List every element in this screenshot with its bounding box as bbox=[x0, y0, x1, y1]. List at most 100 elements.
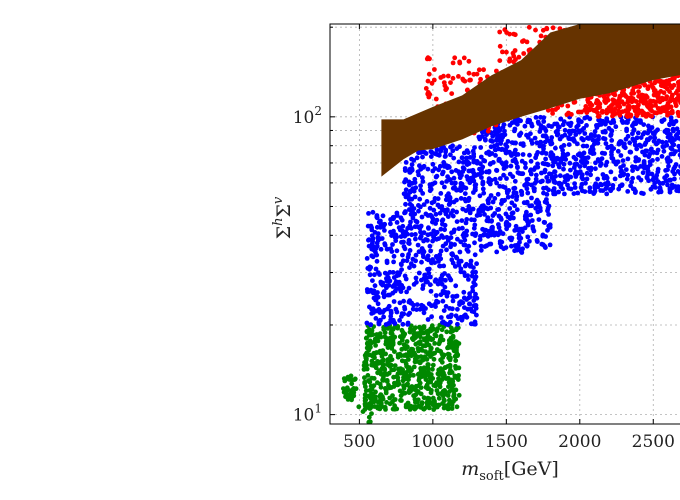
scatter-point bbox=[501, 162, 506, 167]
scatter-point bbox=[453, 283, 458, 288]
scatter-point bbox=[557, 165, 562, 170]
scatter-point bbox=[408, 202, 413, 207]
scatter-point bbox=[412, 352, 417, 357]
scatter-point bbox=[418, 183, 423, 188]
scatter-point bbox=[668, 188, 673, 193]
scatter-point bbox=[629, 113, 634, 118]
scatter-point bbox=[655, 151, 660, 156]
scatter-point bbox=[581, 177, 586, 182]
scatter-point bbox=[512, 203, 517, 208]
scatter-point bbox=[363, 355, 368, 360]
scatter-point bbox=[434, 293, 439, 298]
scatter-point bbox=[461, 233, 466, 238]
scatter-point bbox=[472, 240, 477, 245]
scatter-point bbox=[593, 108, 598, 113]
scatter-point bbox=[579, 185, 584, 190]
scatter-point bbox=[651, 177, 656, 182]
scatter-point bbox=[603, 96, 608, 101]
scatter-point bbox=[378, 310, 383, 315]
scatter-point bbox=[472, 303, 477, 308]
scatter-point bbox=[388, 364, 393, 369]
scatter-point bbox=[582, 116, 587, 121]
scatter-point bbox=[526, 177, 531, 182]
scatter-point bbox=[541, 146, 546, 151]
scatter-point bbox=[636, 131, 641, 136]
scatter-point bbox=[466, 249, 471, 254]
scatter-point bbox=[406, 377, 411, 382]
scatter-point bbox=[384, 400, 389, 405]
scatter-point bbox=[368, 322, 373, 327]
scatter-point bbox=[510, 236, 515, 241]
scatter-point bbox=[444, 86, 449, 91]
scatter-point bbox=[576, 117, 581, 122]
scatter-point bbox=[473, 188, 478, 193]
scatter-point bbox=[403, 177, 408, 182]
scatter-point bbox=[446, 214, 451, 219]
scatter-point bbox=[457, 160, 462, 165]
scatter-point bbox=[604, 163, 609, 168]
scatter-point bbox=[425, 329, 430, 334]
scatter-point bbox=[548, 222, 553, 227]
scatter-point bbox=[425, 238, 430, 243]
scatter-point bbox=[501, 231, 506, 236]
scatter-point bbox=[420, 165, 425, 170]
scatter-point bbox=[607, 126, 612, 131]
scatter-point bbox=[551, 188, 556, 193]
scatter-point bbox=[498, 176, 503, 181]
scatter-point bbox=[473, 231, 478, 236]
scatter-point bbox=[430, 200, 435, 205]
scatter-point bbox=[413, 180, 418, 185]
scatter-point bbox=[486, 201, 491, 206]
scatter-point bbox=[517, 132, 522, 137]
scatter-point bbox=[670, 169, 675, 174]
scatter-point bbox=[399, 267, 404, 272]
scatter-point bbox=[448, 314, 453, 319]
scatter-point bbox=[416, 346, 421, 351]
scatter-point bbox=[565, 104, 570, 109]
scatter-point bbox=[604, 184, 609, 189]
scatter-point bbox=[456, 377, 461, 382]
scatter-point bbox=[572, 191, 577, 196]
scatter-point bbox=[528, 213, 533, 218]
scatter-point bbox=[445, 208, 450, 213]
x-tick-label: 2000 bbox=[558, 432, 601, 452]
scatter-point bbox=[588, 106, 593, 111]
scatter-point bbox=[448, 278, 453, 283]
scatter-point bbox=[409, 157, 414, 162]
scatter-point bbox=[403, 202, 408, 207]
scatter-point bbox=[507, 59, 512, 64]
scatter-point bbox=[410, 210, 415, 215]
scatter-point bbox=[669, 105, 674, 110]
scatter-point bbox=[454, 168, 459, 173]
scatter-point bbox=[630, 131, 635, 136]
scatter-point bbox=[430, 81, 435, 86]
scatter-point bbox=[458, 250, 463, 255]
scatter-point bbox=[448, 330, 453, 335]
scatter-point bbox=[451, 230, 456, 235]
scatter-point bbox=[428, 335, 433, 340]
scatter-point bbox=[397, 382, 402, 387]
scatter-point bbox=[563, 176, 568, 181]
scatter-point bbox=[540, 234, 545, 239]
scatter-point bbox=[396, 282, 401, 287]
scatter-point bbox=[617, 96, 622, 101]
scatter-point bbox=[425, 357, 430, 362]
scatter-point bbox=[453, 354, 458, 359]
scatter-point bbox=[440, 360, 445, 365]
scatter-point bbox=[427, 56, 432, 61]
scatter-point bbox=[534, 177, 539, 182]
scatter-point bbox=[430, 352, 435, 357]
scatter-point bbox=[426, 254, 431, 259]
scatter-point bbox=[626, 134, 631, 139]
scatter-point bbox=[525, 219, 530, 224]
scatter-point bbox=[491, 200, 496, 205]
scatter-point bbox=[467, 71, 472, 76]
scatter-point bbox=[590, 145, 595, 150]
scatter-point bbox=[580, 172, 585, 177]
scatter-point bbox=[566, 121, 571, 126]
scatter-point bbox=[464, 186, 469, 191]
scatter-point bbox=[413, 400, 418, 405]
scatter-point bbox=[648, 113, 653, 118]
scatter-point bbox=[613, 177, 618, 182]
